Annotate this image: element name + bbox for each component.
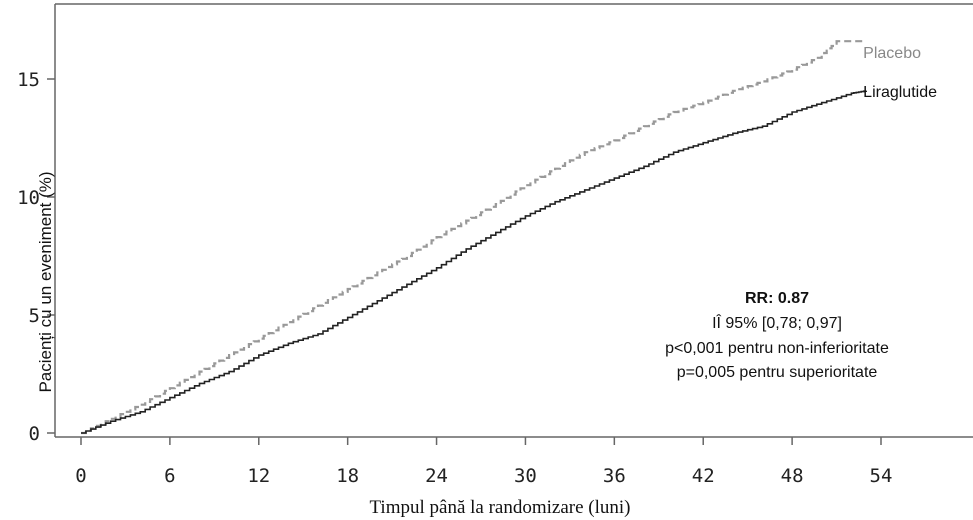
y-axis-ticks: 0 5 10 15 bbox=[17, 69, 55, 445]
risk-ratio-label: RR: 0.87 bbox=[745, 290, 809, 307]
y-tick-label: 5 bbox=[29, 305, 40, 327]
y-tick-label: 0 bbox=[29, 423, 40, 445]
x-tick-label: 18 bbox=[336, 465, 359, 487]
x-tick-label: 48 bbox=[781, 465, 804, 487]
series-label-liraglutide: Liraglutide bbox=[863, 84, 937, 101]
series-label-placebo: Placebo bbox=[863, 45, 921, 62]
y-tick-label: 10 bbox=[17, 187, 40, 209]
x-tick-label: 42 bbox=[692, 465, 715, 487]
series-labels: Placebo Liraglutide bbox=[863, 45, 937, 101]
y-axis-title: Pacienți cu un eveniment (%) bbox=[36, 171, 55, 392]
superiority-label: p=0,005 pentru superioritate bbox=[677, 364, 878, 381]
x-tick-label: 0 bbox=[75, 465, 86, 487]
series-lines bbox=[81, 40, 867, 435]
x-axis-ticks: 0 6 12 18 24 30 36 42 48 54 bbox=[75, 437, 892, 487]
x-tick-label: 12 bbox=[247, 465, 270, 487]
x-tick-label: 30 bbox=[514, 465, 537, 487]
confidence-interval-label: IÎ 95% [0,78; 0,97] bbox=[712, 313, 842, 332]
x-axis-title: Timpul până la randomizare (luni) bbox=[369, 497, 630, 518]
series-line-placebo bbox=[81, 40, 867, 435]
x-tick-label: 54 bbox=[870, 465, 893, 487]
non-inferiority-label: p<0,001 pentru non-inferioritate bbox=[665, 340, 889, 357]
series-line-liraglutide bbox=[81, 90, 867, 434]
y-tick-label: 15 bbox=[17, 69, 40, 91]
x-tick-label: 36 bbox=[603, 465, 626, 487]
x-tick-label: 24 bbox=[425, 465, 448, 487]
x-tick-label: 6 bbox=[164, 465, 175, 487]
statistics-annotation: RR: 0.87 IÎ 95% [0,78; 0,97] p<0,001 pen… bbox=[665, 290, 889, 381]
plot-frame bbox=[54, 3, 973, 438]
